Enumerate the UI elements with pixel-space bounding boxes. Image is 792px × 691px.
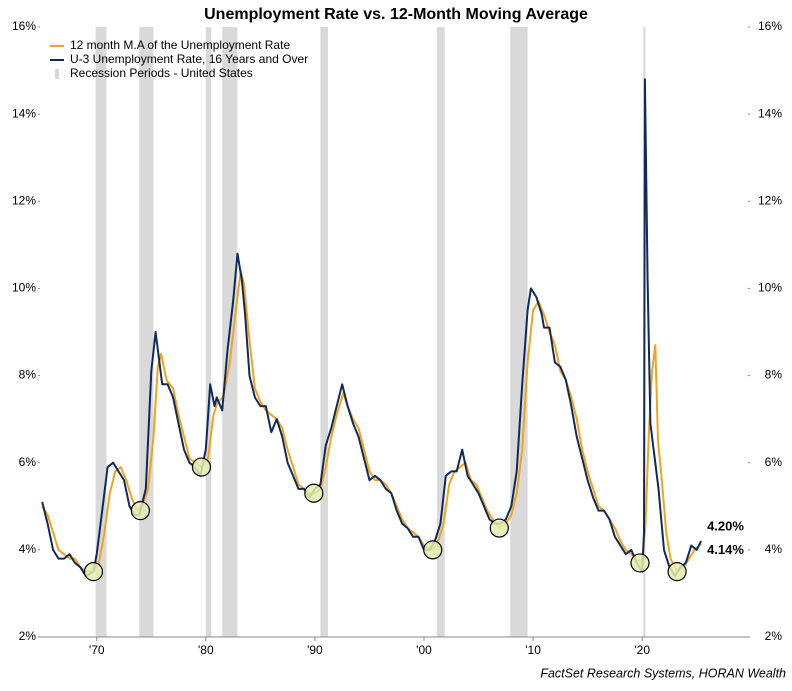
end-label: 4.20%	[707, 519, 744, 534]
highlight-circle	[304, 483, 324, 503]
x-tick-label: '00	[416, 643, 432, 657]
y-tick-label: 16%	[12, 19, 36, 33]
highlight-circle	[630, 553, 650, 573]
y-tick-label: 4%	[19, 542, 37, 556]
x-tick-label: '20	[634, 643, 650, 657]
y-tick-label: 12%	[12, 193, 36, 207]
y2-tick-label: 4%	[765, 542, 783, 556]
y-tick-label: 2%	[19, 629, 37, 643]
recession-band	[139, 27, 154, 637]
y2-tick-label: 14%	[758, 106, 782, 120]
recession-band	[95, 27, 107, 637]
x-tick-label: '80	[198, 643, 214, 657]
legend-label: 12 month M.A of the Unemployment Rate	[70, 38, 290, 52]
highlight-circle	[489, 518, 509, 538]
legend-swatch	[55, 69, 59, 79]
highlight-circle	[83, 562, 104, 582]
highlight-circle	[191, 457, 212, 477]
highlight-circle	[130, 501, 150, 521]
recession-band	[320, 27, 328, 637]
y2-tick-label: 6%	[765, 455, 783, 469]
recession-band	[205, 27, 212, 637]
y-tick-label: 6%	[19, 455, 37, 469]
series-line	[41, 270, 702, 573]
series-line	[41, 78, 702, 577]
x-tick-label: '10	[525, 643, 541, 657]
chart-title: Unemployment Rate vs. 12-Month Moving Av…	[204, 6, 588, 23]
legend-label: U-3 Unemployment Rate, 16 Years and Over	[70, 52, 308, 66]
y2-tick-label: 12%	[758, 193, 782, 207]
y2-tick-label: 16%	[758, 19, 782, 33]
source: FactSet Research Systems, HORAN Wealth	[540, 666, 786, 680]
y2-tick-label: 10%	[758, 281, 782, 295]
x-tick-label: '70	[89, 643, 105, 657]
legend-label: Recession Periods - United States	[70, 66, 253, 80]
y2-tick-label: 8%	[765, 368, 783, 382]
end-label: 4.14%	[707, 542, 744, 557]
y-tick-label: 10%	[12, 281, 36, 295]
x-tick-label: '90	[307, 643, 323, 657]
recession-band	[437, 27, 445, 637]
y2-tick-label: 2%	[765, 629, 783, 643]
y-tick-label: 8%	[19, 368, 37, 382]
y-tick-label: 14%	[12, 106, 36, 120]
highlight-circle	[667, 562, 687, 582]
highlight-circle	[423, 540, 443, 560]
